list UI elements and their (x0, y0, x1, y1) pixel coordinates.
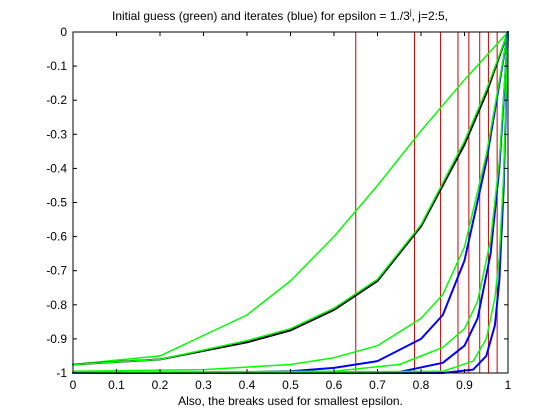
y-tick-label: -0.6 (46, 230, 67, 244)
series-initial-guess-eps4-6 (72, 31, 509, 374)
y-tick-label: -0.2 (46, 93, 67, 107)
chart-title-main: Initial guess (green) and iterates (blue… (112, 9, 410, 23)
x-tick-label: 0.4 (239, 378, 256, 392)
series-iterate-eps5-7 (72, 31, 509, 374)
x-tick-label: 0 (70, 378, 77, 392)
x-tick-label: 0.3 (195, 378, 212, 392)
x-tick-label: 0.2 (152, 378, 169, 392)
chart-title-tail: , j=2:5, (411, 9, 448, 23)
y-tick-label: -0.4 (46, 161, 67, 175)
series-initial-guess-eps5-8 (72, 31, 509, 374)
x-tick-label: 0.5 (282, 378, 299, 392)
plot-area (73, 32, 508, 373)
series-layer (72, 31, 509, 374)
series-initial-guess-eps2-0 (72, 31, 509, 366)
y-tick-label: -0.7 (46, 264, 67, 278)
y-tick-label: -0.8 (46, 298, 67, 312)
x-tick-label: 0.9 (456, 378, 473, 392)
x-tick-label: 0.8 (413, 378, 430, 392)
chart-title-superscript: j (409, 8, 412, 17)
series-converged-eps2-1 (72, 31, 509, 366)
y-tick-label: -0.3 (46, 127, 67, 141)
x-tick-label: 0.1 (108, 378, 125, 392)
y-tick-label: -0.1 (46, 59, 67, 73)
x-tick-label: 0.7 (369, 378, 386, 392)
x-axis-label: Also, the breaks used for smallest epsil… (178, 394, 403, 408)
series-initial-guess-eps2-2 (72, 31, 509, 366)
x-tick-label: 1 (505, 378, 512, 392)
ticks-layer: 0 0.1 0.2 0.3 0.4 0.5 0.6 0.7 0.8 0.9 1 0 -0.1 -0.2 -0… (46, 25, 511, 392)
y-tick-label: -1 (56, 366, 67, 380)
x-tick-label: 0.6 (326, 378, 343, 392)
y-tick-label: -0.9 (46, 332, 67, 346)
y-tick-label: 0 (60, 25, 67, 39)
series-initial-guess-eps3-4 (72, 31, 509, 373)
y-tick-label: -0.5 (46, 196, 67, 210)
chart-title: Initial guess (green) and iterates (blue… (0, 8, 560, 23)
